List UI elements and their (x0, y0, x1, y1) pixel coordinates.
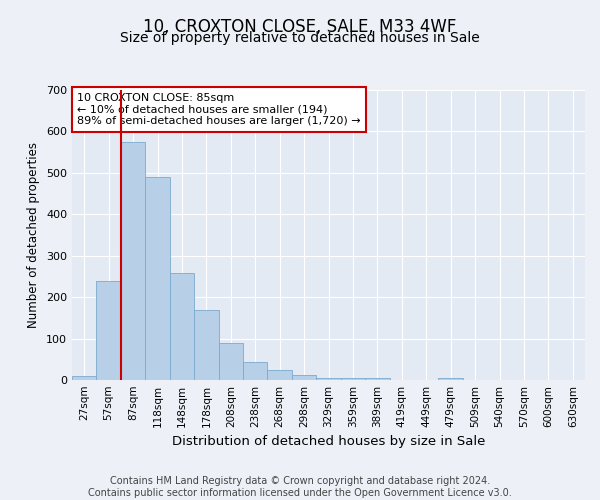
Bar (194, 310, 218, 380)
Bar (439, 378, 463, 380)
Bar (292, 374, 316, 380)
Text: 10, CROXTON CLOSE, SALE, M33 4WF: 10, CROXTON CLOSE, SALE, M33 4WF (143, 18, 457, 36)
Bar (268, 370, 292, 380)
Text: Contains HM Land Registry data © Crown copyright and database right 2024.
Contai: Contains HM Land Registry data © Crown c… (88, 476, 512, 498)
X-axis label: Distribution of detached houses by size in Sale: Distribution of detached houses by size … (172, 436, 485, 448)
Text: 10 CROXTON CLOSE: 85sqm
← 10% of detached houses are smaller (194)
89% of semi-d: 10 CROXTON CLOSE: 85sqm ← 10% of detache… (77, 93, 361, 126)
Bar (72, 376, 97, 380)
Bar (316, 378, 341, 380)
Bar (121, 142, 145, 380)
Text: Size of property relative to detached houses in Sale: Size of property relative to detached ho… (120, 31, 480, 45)
Y-axis label: Number of detached properties: Number of detached properties (28, 142, 40, 328)
Bar (170, 273, 194, 380)
Bar (365, 378, 389, 380)
Bar (243, 362, 268, 380)
Bar (145, 177, 170, 380)
Bar (97, 280, 121, 380)
Bar (341, 378, 365, 380)
Bar (218, 342, 243, 380)
